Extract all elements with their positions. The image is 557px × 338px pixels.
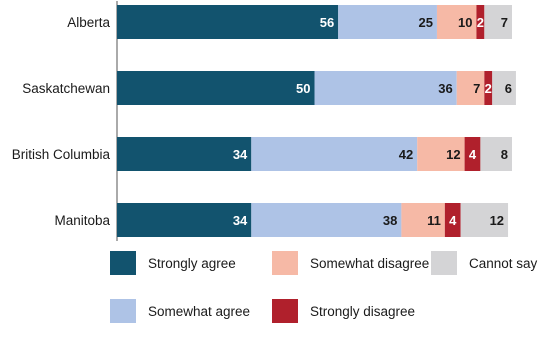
bar-segment-somewhat-agree bbox=[251, 137, 418, 171]
bar-segment-strongly-disagree bbox=[444, 203, 461, 237]
data-label: 4 bbox=[449, 213, 457, 228]
bar-segment-somewhat-disagree bbox=[436, 5, 477, 39]
category-label: Saskatchewan bbox=[22, 81, 110, 96]
legend-item: Strongly disagree bbox=[272, 299, 415, 323]
category-label: British Columbia bbox=[12, 147, 111, 162]
legend-item: Somewhat agree bbox=[110, 299, 250, 323]
bar-segment-somewhat-agree bbox=[314, 71, 457, 105]
bar-segment-somewhat-disagree bbox=[417, 137, 465, 171]
bar-row: Alberta 56 25 10 2 7 bbox=[67, 5, 512, 39]
legend-label: Strongly disagree bbox=[310, 304, 415, 319]
data-label: 36 bbox=[438, 81, 452, 96]
legend-item: Somewhat disagree bbox=[272, 251, 429, 275]
bar-segment-strongly-disagree bbox=[484, 71, 493, 105]
data-label: 11 bbox=[427, 213, 441, 228]
data-label: 6 bbox=[505, 81, 512, 96]
bar-segment-strongly-agree bbox=[117, 71, 315, 105]
data-label: 25 bbox=[418, 15, 432, 30]
bar-segment-somewhat-disagree bbox=[456, 71, 485, 105]
legend-label: Somewhat agree bbox=[148, 304, 250, 319]
data-label: 10 bbox=[458, 15, 472, 30]
legend-label: Cannot say bbox=[469, 256, 538, 271]
data-label: 34 bbox=[233, 213, 248, 228]
bar-segment-strongly-disagree bbox=[476, 5, 485, 39]
data-label: 42 bbox=[399, 147, 413, 162]
data-label: 2 bbox=[477, 15, 484, 30]
data-label: 12 bbox=[490, 213, 504, 228]
legend-swatch bbox=[110, 251, 136, 275]
bar-segment-strongly-agree bbox=[117, 5, 339, 39]
data-label: 4 bbox=[469, 147, 477, 162]
data-label: 50 bbox=[296, 81, 310, 96]
legend: Strongly agree Somewhat agree Somewhat dis… bbox=[110, 251, 538, 323]
bar-segment-strongly-agree bbox=[117, 203, 252, 237]
bar-segment-cannot-say bbox=[460, 203, 509, 237]
data-label: 56 bbox=[320, 15, 334, 30]
bar-segment-cannot-say bbox=[492, 71, 516, 105]
bar-row: Saskatchewan 50 36 7 2 6 bbox=[22, 71, 516, 105]
bar-segment-somewhat-disagree bbox=[401, 203, 445, 237]
legend-swatch bbox=[110, 299, 136, 323]
bar-segment-somewhat-agree bbox=[251, 203, 402, 237]
legend-item: Strongly agree bbox=[110, 251, 236, 275]
legend-swatch bbox=[272, 251, 298, 275]
legend-label: Strongly agree bbox=[148, 256, 236, 271]
category-label: Manitoba bbox=[54, 213, 110, 228]
data-label: 7 bbox=[501, 15, 508, 30]
legend-swatch bbox=[272, 299, 298, 323]
data-label: 8 bbox=[501, 147, 508, 162]
data-label: 7 bbox=[473, 81, 480, 96]
bar-segment-strongly-disagree bbox=[464, 137, 481, 171]
bar-segment-cannot-say bbox=[480, 137, 512, 171]
bar-segment-strongly-agree bbox=[117, 137, 252, 171]
legend-item: Cannot say bbox=[431, 251, 538, 275]
category-label: Alberta bbox=[67, 15, 110, 30]
legend-label: Somewhat disagree bbox=[310, 256, 429, 271]
bar-row: Manitoba 34 38 11 4 12 bbox=[54, 203, 509, 237]
data-label: 2 bbox=[485, 81, 492, 96]
data-label: 38 bbox=[383, 213, 397, 228]
data-label: 12 bbox=[446, 147, 460, 162]
bar-segment-somewhat-agree bbox=[338, 5, 437, 39]
legend-swatch bbox=[431, 251, 457, 275]
bar-segment-cannot-say bbox=[484, 5, 512, 39]
bar-row: British Columbia 34 42 12 4 8 bbox=[12, 137, 512, 171]
data-label: 34 bbox=[233, 147, 248, 162]
